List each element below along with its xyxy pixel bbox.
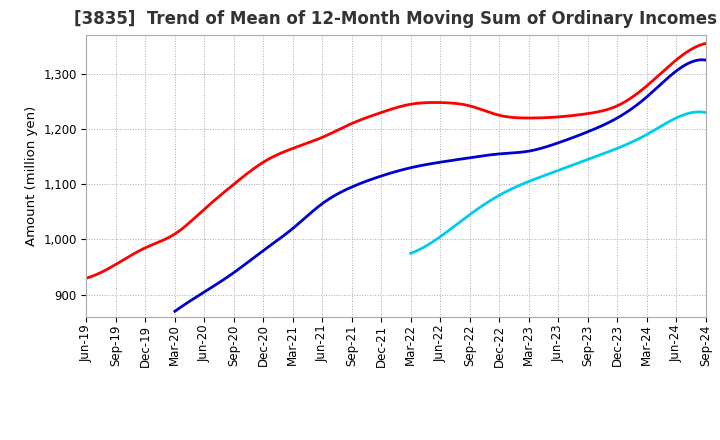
7 Years <box>582 158 590 163</box>
7 Years <box>581 158 590 163</box>
5 Years <box>618 112 626 117</box>
5 Years <box>495 151 504 157</box>
5 Years <box>172 308 181 313</box>
7 Years <box>587 155 595 161</box>
3 Years <box>84 275 93 280</box>
Line: 5 Years: 5 Years <box>175 60 706 311</box>
7 Years <box>408 250 416 256</box>
3 Years <box>451 101 459 106</box>
3 Years <box>449 100 457 106</box>
3 Years <box>461 102 469 107</box>
5 Years <box>171 308 179 314</box>
5 Years <box>485 152 493 158</box>
7 Years <box>674 114 683 120</box>
5 Years <box>698 57 706 62</box>
3 Years <box>82 275 91 281</box>
5 Years <box>652 86 660 92</box>
Y-axis label: Amount (million yen): Amount (million yen) <box>24 106 37 246</box>
7 Years <box>694 109 703 114</box>
5 Years <box>701 57 710 62</box>
5 Years <box>487 152 495 158</box>
7 Years <box>406 251 415 256</box>
3 Years <box>643 83 652 88</box>
Line: 7 Years: 7 Years <box>410 112 706 253</box>
3 Years <box>604 106 613 112</box>
Line: 3 Years: 3 Years <box>86 44 706 278</box>
7 Years <box>655 125 664 130</box>
Title: [3835]  Trend of Mean of 12-Month Moving Sum of Ordinary Incomes: [3835] Trend of Mean of 12-Month Moving … <box>74 10 718 28</box>
7 Years <box>701 110 710 115</box>
3 Years <box>701 41 710 46</box>
